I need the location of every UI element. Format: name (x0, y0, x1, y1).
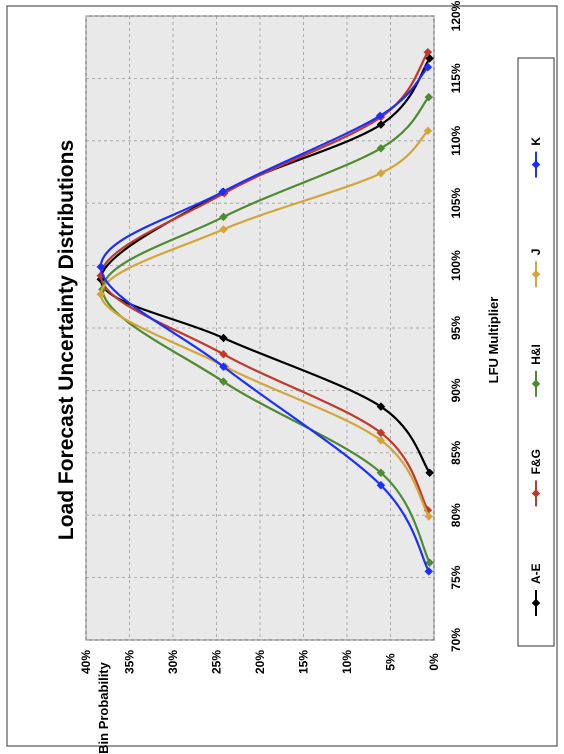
legend-marker-4 (531, 160, 541, 169)
legend-marker-3 (531, 269, 541, 279)
x-tick-label: 85% (449, 440, 463, 464)
data-point-series-3 (423, 126, 433, 136)
data-point-series-4 (424, 567, 434, 576)
y-tick-label: 30% (166, 650, 180, 674)
data-point-series-3 (96, 289, 106, 299)
x-tick-label: 110% (449, 125, 463, 155)
data-point-series-2 (425, 558, 435, 567)
data-point-series-2 (376, 143, 386, 153)
x-tick-label: 120% (449, 0, 463, 31)
data-point-series-0 (376, 402, 386, 411)
y-tick-label: 5% (384, 653, 398, 671)
data-point-series-1 (423, 47, 433, 57)
data-point-series-2 (219, 377, 228, 387)
data-point-series-2 (376, 468, 386, 478)
data-point-series-4 (96, 262, 106, 272)
series-line-4 (99, 66, 430, 572)
x-tick-label: 70% (449, 628, 463, 652)
y-tick-label: 25% (210, 650, 224, 674)
chart-title: Load Forecast Uncertainty Distributions (55, 140, 78, 540)
data-point-series-0 (376, 120, 386, 129)
legend-label-2: H&I (529, 344, 543, 365)
y-tick-label: 40% (79, 650, 93, 674)
x-tick-label: 75% (449, 565, 463, 589)
y-tick-label: 35% (123, 650, 137, 674)
legend-marker-2 (531, 379, 541, 389)
legend-label-3: J (529, 249, 543, 256)
y-tick-label: 0% (427, 653, 441, 671)
x-tick-label: 90% (449, 378, 463, 402)
plot-area: 70% 75% 80% 85% 90% 95% 100% 105% 110% 115% 120% 0%… (79, 0, 463, 674)
data-point-series-4 (218, 187, 227, 197)
legend-box (517, 57, 555, 647)
data-point-series-4 (376, 480, 386, 490)
y-tick-label: 15% (297, 650, 311, 674)
y-tick-label: 10% (340, 650, 354, 674)
x-tick-label: 80% (449, 503, 463, 527)
data-point-series-2 (219, 212, 228, 222)
y-tick-label: 20% (253, 650, 267, 674)
data-point-series-4 (219, 362, 228, 372)
x-axis-title: LFU Multiplier (486, 297, 501, 384)
data-point-series-4 (423, 62, 433, 72)
data-point-series-0 (219, 333, 228, 343)
x-tick-label: 100% (449, 250, 463, 281)
data-point-series-3 (376, 168, 386, 178)
x-tick-label: 115% (449, 63, 463, 93)
legend-label-4: K (529, 137, 543, 146)
x-tick-label: 95% (449, 316, 463, 340)
data-point-series-0 (425, 468, 435, 478)
data-point-series-3 (376, 435, 386, 445)
data-point-series-3 (424, 512, 434, 521)
data-point-series-0 (425, 54, 435, 63)
data-point-series-1 (219, 349, 228, 359)
x-tick-label: 105% (449, 188, 463, 219)
legend-marker-0 (531, 598, 541, 608)
legend-marker-1 (531, 489, 541, 498)
legend-label-1: F&G (529, 449, 543, 474)
data-point-series-2 (424, 92, 434, 102)
legend-label-0: A-E (529, 563, 543, 584)
legend: A-E F&G H&I J K (517, 57, 555, 647)
data-point-series-3 (219, 225, 228, 234)
data-point-series-4 (375, 111, 385, 121)
y-axis-title: Bin Probability (96, 661, 111, 754)
